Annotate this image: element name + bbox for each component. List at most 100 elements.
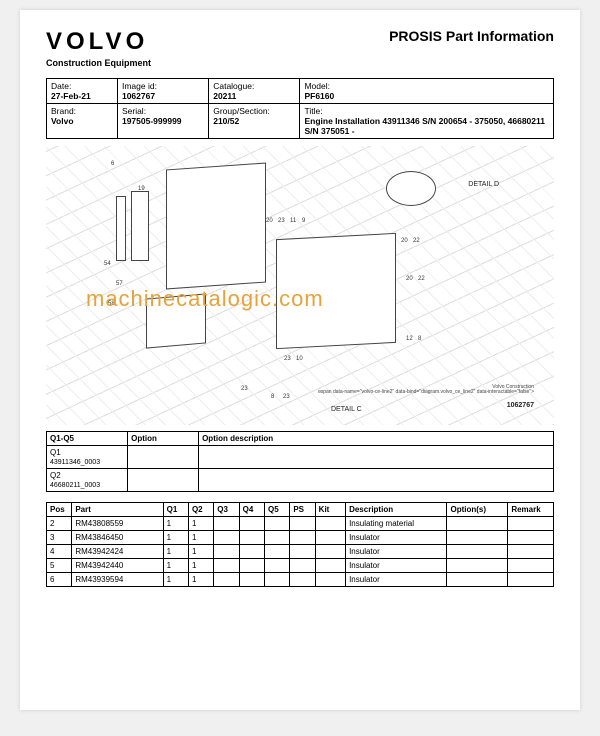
- volvo-ce-line1: Volvo Construction: [492, 384, 534, 390]
- parts-cell-q4: [239, 517, 264, 531]
- parts-cell-ps: [290, 517, 315, 531]
- parts-cell-q1: 1: [163, 545, 188, 559]
- parts-row: 5RM4394244011Insulator: [47, 559, 554, 573]
- parts-cell-q5: [264, 573, 289, 587]
- parts-row: 2RM4380855911Insulating material: [47, 517, 554, 531]
- callout: 22: [418, 276, 425, 282]
- diagram-slat: [131, 191, 149, 261]
- parts-cell-desc: Insulator: [346, 545, 447, 559]
- info-brand: Brand: Volvo: [47, 104, 118, 139]
- opt-q: Q1 43911346_0003: [47, 446, 128, 469]
- ph-q5: Q5: [264, 503, 289, 517]
- callout: 8: [418, 336, 421, 342]
- callout: 6: [111, 161, 114, 167]
- diagram-circle: [386, 171, 436, 206]
- parts-cell-part: RM43939594: [72, 573, 163, 587]
- parts-cell-pos: 3: [47, 531, 72, 545]
- parts-cell-kit: [315, 573, 345, 587]
- parts-cell-options: [447, 531, 508, 545]
- parts-cell-remark: [508, 545, 554, 559]
- parts-cell-q3: [214, 517, 239, 531]
- callout: 9: [302, 218, 305, 224]
- parts-cell-desc: Insulator: [346, 531, 447, 545]
- option-row: Q2 46680211_0003: [47, 469, 554, 492]
- parts-cell-q4: [239, 531, 264, 545]
- parts-cell-q3: [214, 545, 239, 559]
- parts-cell-remark: [508, 573, 554, 587]
- lbl-catalogue: Catalogue:: [213, 81, 254, 91]
- detail-d-label: DETAIL D: [468, 181, 499, 188]
- callout: 8: [271, 394, 274, 400]
- opt-hdr-qrange: Q1-Q5: [47, 432, 128, 446]
- diagram-panel: [166, 163, 266, 290]
- opt-hdr-option: Option: [128, 432, 199, 446]
- opt-hdr-desc: Option description: [199, 432, 554, 446]
- callout: 20: [406, 276, 413, 282]
- detail-c-label: DETAIL C: [331, 406, 362, 413]
- info-serial: Serial: 197505-999999: [117, 104, 208, 139]
- parts-cell-options: [447, 517, 508, 531]
- options-table: Q1-Q5 Option Option description Q1 43911…: [46, 431, 554, 492]
- parts-cell-q1: 1: [163, 531, 188, 545]
- parts-cell-kit: [315, 559, 345, 573]
- callout: 23: [278, 218, 285, 224]
- info-title: Title: Engine Installation 43911346 S/N …: [300, 104, 554, 139]
- parts-cell-kit: [315, 531, 345, 545]
- opt-option: [128, 469, 199, 492]
- parts-cell-q5: [264, 559, 289, 573]
- parts-cell-desc: Insulating material: [346, 517, 447, 531]
- callout: 10: [296, 356, 303, 362]
- parts-cell-pos: 2: [47, 517, 72, 531]
- callout: 23: [241, 386, 248, 392]
- val-title: Engine Installation 43911346 S/N 200654 …: [304, 116, 545, 136]
- parts-cell-options: [447, 545, 508, 559]
- parts-row: 3RM4384645011Insulator: [47, 531, 554, 545]
- ph-options: Option(s): [447, 503, 508, 517]
- info-table: Date: 27-Feb-21 Image id: 1062767 Catalo…: [46, 78, 554, 139]
- val-catalogue: 20211: [213, 91, 236, 101]
- parts-cell-q5: [264, 545, 289, 559]
- info-model: Model: PF6160: [300, 79, 554, 104]
- parts-cell-q4: [239, 545, 264, 559]
- parts-cell-q2: 1: [188, 545, 213, 559]
- info-date: Date: 27-Feb-21: [47, 79, 118, 104]
- callout: 20: [266, 218, 273, 224]
- parts-row: 4RM4394242411Insulator: [47, 545, 554, 559]
- ph-q3: Q3: [214, 503, 239, 517]
- parts-cell-desc: Insulator: [346, 573, 447, 587]
- parts-cell-q2: 1: [188, 573, 213, 587]
- ph-q4: Q4: [239, 503, 264, 517]
- callout: 54: [104, 261, 111, 267]
- parts-cell-q1: 1: [163, 517, 188, 531]
- ph-q1: Q1: [163, 503, 188, 517]
- opt-q-sub: 43911346_0003: [50, 459, 100, 466]
- opt-q: Q2 46680211_0003: [47, 469, 128, 492]
- diagram-area: 6 19 54 57 58 20 23 11 9 20 22 20 22 12 …: [46, 145, 554, 425]
- opt-q-label: Q1: [50, 448, 61, 457]
- parts-cell-q2: 1: [188, 559, 213, 573]
- parts-cell-q1: 1: [163, 573, 188, 587]
- opt-q-label: Q2: [50, 471, 61, 480]
- parts-cell-pos: 6: [47, 573, 72, 587]
- parts-cell-q1: 1: [163, 559, 188, 573]
- parts-cell-remark: [508, 531, 554, 545]
- brand-block: VOLVO Construction Equipment: [46, 28, 151, 68]
- parts-cell-ps: [290, 573, 315, 587]
- parts-cell-q3: [214, 559, 239, 573]
- opt-q-sub: 46680211_0003: [50, 482, 100, 489]
- parts-cell-part: RM43846450: [72, 531, 163, 545]
- lbl-brand: Brand:: [51, 106, 76, 116]
- lbl-group: Group/Section:: [213, 106, 270, 116]
- parts-cell-q2: 1: [188, 531, 213, 545]
- sub-brand: Construction Equipment: [46, 58, 151, 68]
- info-group: Group/Section: 210/52: [209, 104, 300, 139]
- parts-cell-part: RM43942440: [72, 559, 163, 573]
- callout: 23: [283, 394, 290, 400]
- page-container: VOLVO Construction Equipment PROSIS Part…: [20, 10, 580, 710]
- val-brand: Volvo: [51, 116, 74, 126]
- prosis-title: PROSIS Part Information: [389, 28, 554, 44]
- ph-part: Part: [72, 503, 163, 517]
- val-imageid: 1062767: [122, 91, 155, 101]
- callout: 23: [284, 356, 291, 362]
- val-serial: 197505-999999: [122, 116, 182, 126]
